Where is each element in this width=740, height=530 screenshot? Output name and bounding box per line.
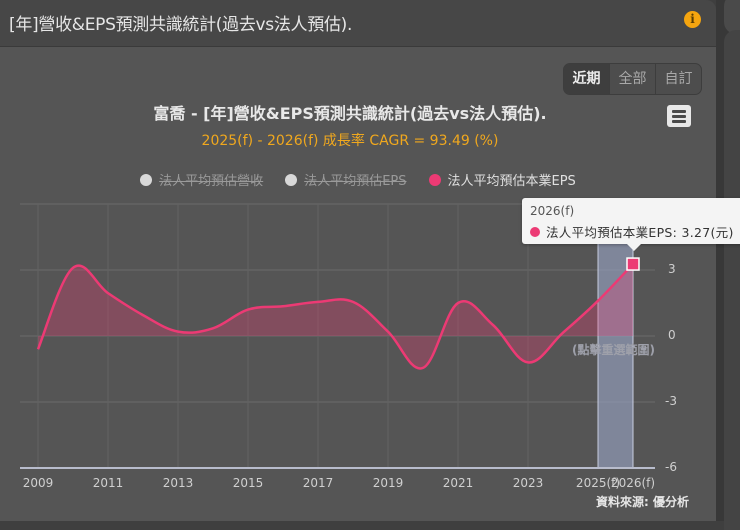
series-dot-icon [530,226,540,237]
widget-title: [年]營收&EPS預測共識統計(過去vs法人預估). [9,15,353,35]
x-tick-label: 2009 [22,476,54,490]
y-tick-label: -3 [665,394,677,408]
tooltip-arrow [627,244,641,251]
legend-item-revenue[interactable]: 法人平均預估營收 [140,170,263,189]
data-source-label: 資料來源: 優分析 [596,495,689,509]
legend-dot-icon [428,173,441,186]
y-tick-label: 3 [668,262,676,276]
hamburger-menu-icon[interactable] [667,105,691,127]
x-tick-label: 2013 [162,476,194,490]
legend-dot-icon [140,173,153,186]
chart-plot [20,203,655,469]
x-tick-label: 2025(f) [575,476,621,490]
range-selector: 近期 全部 自訂 [563,63,702,95]
chart-tooltip: 2026(f) 法人平均預估本業EPS: 3.27(元) [522,198,740,244]
range-custom-button[interactable]: 自訂 [664,71,693,87]
x-tick-label: 2021 [442,476,474,490]
x-tick-label: 2023 [512,476,544,490]
reset-zoom-button[interactable]: (點擊重選範圍) [572,343,655,357]
x-tick-label: 2015 [232,476,264,490]
info-icon[interactable]: i [684,11,701,28]
y-tick-label: -6 [665,460,677,474]
tooltip-header: 2026(f) [530,204,575,218]
chart-container [0,47,716,521]
x-tick-label: 2026(f) [610,476,656,490]
x-tick-label: 2011 [92,476,124,490]
tooltip-value: 法人平均預估本業EPS: 3.27(元) [546,225,734,240]
chart-title: 富喬 - [年]營收&EPS預測共識統計(過去vs法人預估). [153,104,547,123]
chart-legend: 法人平均預估營收 法人平均預估EPS 法人平均預估本業EPS [0,170,716,189]
legend-item-eps[interactable]: 法人平均預估EPS [285,170,407,189]
x-tick-label: 2017 [302,476,334,490]
x-tick-label: 2019 [372,476,404,490]
legend-label: 法人平均預估EPS [304,174,407,189]
range-recent-button[interactable]: 近期 [564,64,610,94]
range-all-button[interactable]: 全部 [610,64,656,94]
widget-header: [年]營收&EPS預測共識統計(過去vs法人預估). i [0,0,716,47]
legend-item-core-eps[interactable]: 法人平均預估本業EPS [428,170,576,189]
adjacent-panel-edge [716,0,740,530]
y-tick-label: 0 [668,328,676,342]
legend-label: 法人平均預估本業EPS [447,174,576,189]
legend-dot-icon [285,173,298,186]
legend-label: 法人平均預估營收 [159,174,264,189]
tooltip-body: 法人平均預估本業EPS: 3.27(元) [530,222,734,241]
chart-subtitle: 2025(f) - 2026(f) 成長率 CAGR = 93.49 (%) [201,133,499,149]
